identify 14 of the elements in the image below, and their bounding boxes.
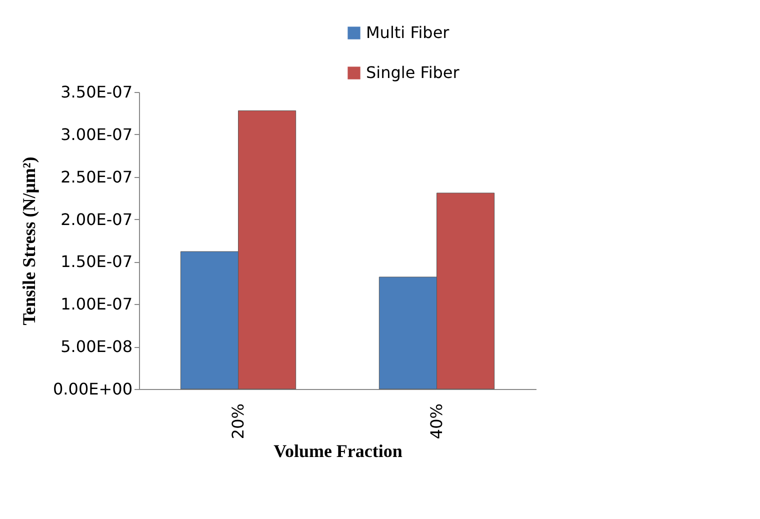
x-axis-title: Volume Fraction bbox=[274, 441, 402, 462]
y-tick-label: 2.50E-07 bbox=[60, 167, 132, 186]
y-tick-label: 5.00E-08 bbox=[60, 337, 132, 356]
legend-label: Single Fiber bbox=[366, 63, 460, 82]
legend-label: Multi Fiber bbox=[366, 23, 450, 42]
y-axis-title: Tensile Stress (N/μm²) bbox=[19, 156, 39, 326]
y-tick-label: 1.00E-07 bbox=[60, 294, 132, 314]
y-tick-label: 3.00E-07 bbox=[60, 124, 132, 144]
y-tick-label: 1.50E-07 bbox=[60, 252, 132, 272]
x-tick-label: 40% bbox=[426, 404, 446, 440]
y-tick-label: 0.00E+00 bbox=[53, 380, 132, 398]
y-tick-label: 3.50E-07 bbox=[60, 82, 132, 102]
x-tick-label: 20% bbox=[228, 404, 248, 440]
y-tick-label: 2.00E-07 bbox=[60, 210, 132, 229]
